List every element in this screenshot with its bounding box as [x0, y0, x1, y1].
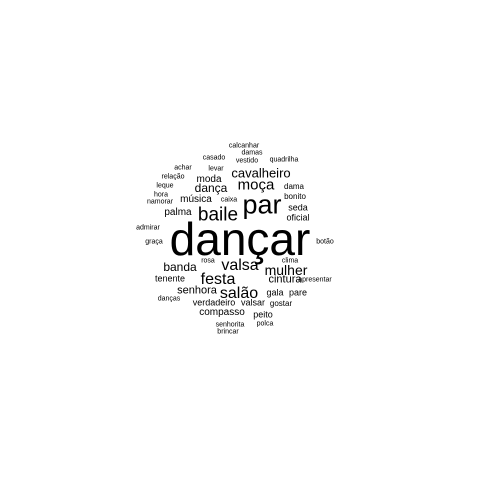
word: achar	[174, 164, 192, 172]
word: música	[180, 194, 212, 205]
word: compasso	[199, 307, 245, 318]
word: dama	[283, 182, 305, 191]
word: namorar	[146, 198, 174, 206]
word: quadrilha	[269, 156, 299, 164]
word: casado	[202, 154, 226, 162]
word: rosa	[201, 257, 215, 265]
word: admirar	[136, 224, 160, 232]
word: clima	[281, 257, 299, 265]
word: hora	[153, 191, 169, 199]
word: apresentar	[298, 276, 332, 284]
word: relação	[161, 173, 185, 181]
word: gostar	[269, 299, 293, 308]
word: bonito	[284, 192, 306, 201]
word: seda	[288, 202, 308, 213]
word: baile	[197, 204, 239, 226]
word: danças	[157, 295, 181, 303]
word: pare	[288, 287, 308, 298]
word: oficial	[286, 212, 310, 223]
word: leque	[156, 182, 174, 190]
word: banda	[163, 260, 197, 274]
word: brincar	[217, 328, 239, 336]
word: mulher	[264, 262, 308, 278]
word: damas	[241, 149, 263, 157]
word: tenente	[154, 273, 186, 284]
word: gala	[266, 287, 284, 298]
word: festa	[200, 271, 236, 288]
word: dançar	[169, 213, 311, 265]
word: polca	[256, 320, 274, 328]
word: palma	[164, 207, 192, 218]
word: senhora	[177, 284, 217, 297]
word: levar	[208, 165, 224, 173]
word: salão	[219, 285, 259, 302]
word: caixa	[220, 196, 238, 204]
word: valsa	[221, 257, 259, 274]
word: verdadeiro	[192, 297, 236, 308]
word: moda	[196, 174, 222, 185]
word: graça	[145, 238, 163, 246]
word: botão	[316, 238, 334, 246]
word: cintura	[268, 273, 302, 286]
word: par	[242, 189, 282, 220]
word: dança	[194, 181, 228, 195]
word: calcanhar	[228, 142, 260, 150]
word: peito	[253, 309, 273, 320]
word: senhorita	[215, 321, 245, 329]
word: vestido	[235, 157, 259, 165]
word: moça	[237, 176, 275, 194]
word: valsar	[240, 297, 266, 308]
word: cavalheiro	[231, 165, 291, 181]
